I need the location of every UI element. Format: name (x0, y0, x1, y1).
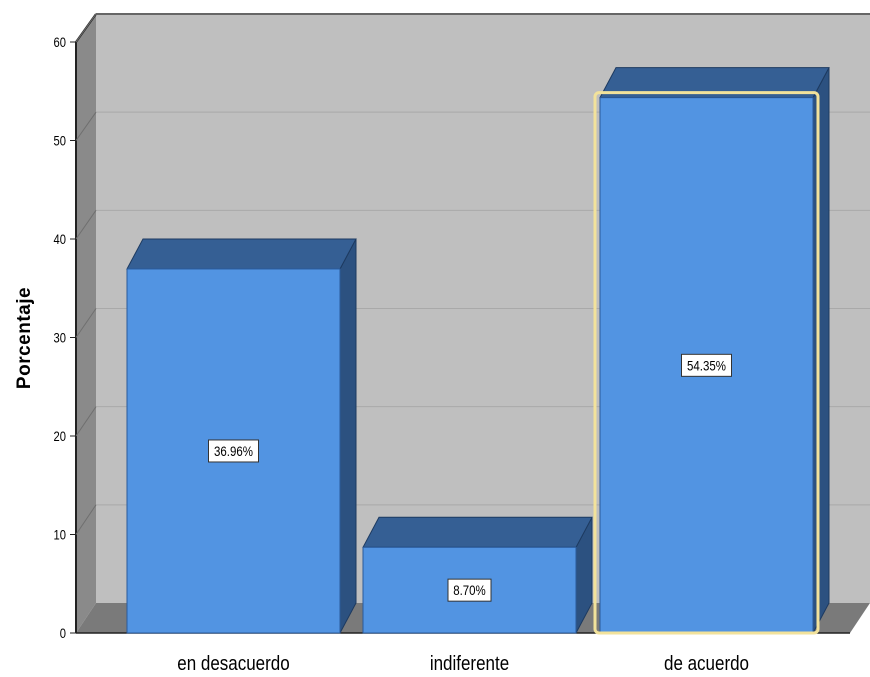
gridline-wall-30 (75, 308, 97, 338)
data-label-0: 36.96% (214, 443, 253, 459)
data-label-1: 8.70% (453, 582, 486, 598)
bar-side-2 (812, 67, 830, 634)
data-label-box-2 (681, 353, 732, 377)
bar-highlight-2 (593, 91, 820, 635)
y-axis-ticks: 0 10 20 30 40 50 60 (54, 35, 76, 641)
bars: 36.96% 8.70% 54.35% (126, 67, 830, 635)
bar-group-1: 8.70% (362, 516, 593, 634)
gridline-wall-10 (75, 504, 97, 535)
data-label-2: 54.35% (687, 357, 726, 373)
y-tick-label-30: 30 (54, 330, 66, 345)
category-labels: en desacuerdo indiferente de acuerdo (177, 652, 749, 675)
y-tick-label-10: 10 (54, 527, 66, 542)
bar-group-0: 36.96% (126, 238, 357, 634)
y-tick-label-40: 40 (54, 232, 66, 247)
data-label-box-0 (208, 439, 259, 463)
x-tick-label-1: indiferente (430, 652, 509, 675)
gridline-wall-50 (75, 111, 97, 141)
bar-top-1 (362, 516, 593, 548)
bar-group-2: 54.35% (593, 67, 830, 635)
y-tick-label-0: 0 (60, 626, 66, 641)
y-tick-label-50: 50 (54, 133, 66, 148)
y-axis-title: Porcentaje (14, 287, 35, 389)
y-tick-label-60: 60 (54, 35, 66, 50)
bar-side-0 (339, 238, 357, 634)
gridline-wall-60 (75, 13, 97, 43)
x-tick-label-2: de acuerdo (664, 652, 749, 675)
y-tick-label-20: 20 (54, 429, 66, 444)
gridline-wall-20 (75, 406, 97, 437)
x-tick-label-0: en desacuerdo (177, 652, 289, 675)
data-label-box-1 (447, 578, 492, 602)
gridline-wall-40 (75, 210, 97, 240)
bar-top-0 (126, 238, 357, 270)
